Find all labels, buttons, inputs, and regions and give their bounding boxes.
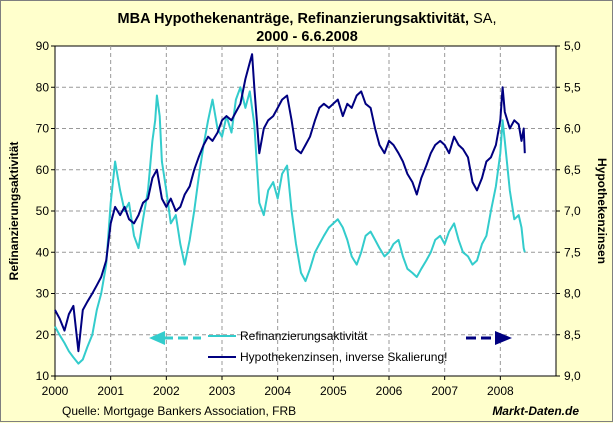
- x-tick-label: 2000: [42, 384, 69, 398]
- x-tick-label: 2004: [264, 384, 291, 398]
- legend-label-zinsen: Hypothekenzinsen, inverse Skalierung!: [240, 350, 447, 364]
- left-axis-arrow-icon: [149, 331, 201, 345]
- y-right-tick-label: 8,0: [564, 287, 581, 301]
- y-right-tick-label: 5,5: [564, 80, 581, 94]
- source-note: Quelle: Mortgage Bankers Association, FR…: [62, 404, 296, 418]
- y-left-tick-label: 50: [36, 204, 50, 218]
- series-line-refinanzierung: [54, 86, 526, 365]
- y-right-tick-label: 7,0: [564, 204, 581, 218]
- y-left-axis-title: Refinanzierungsaktivität: [7, 142, 21, 281]
- y-left-tick-label: 20: [36, 328, 50, 342]
- y-left-tick-label: 30: [36, 287, 50, 301]
- legend: Refinanzierungsaktivität Hypothekenzinse…: [149, 329, 512, 364]
- x-axis-ticks: 2000 2001 2002 2003 2004 2005 2006 2007 2008: [42, 376, 514, 398]
- series-layer: [54, 53, 526, 365]
- chart-subtitle: 2000 - 6.6.2008: [256, 29, 358, 45]
- y-left-tick-label: 40: [36, 245, 50, 259]
- chart-title-light: SA,: [473, 11, 496, 27]
- y-left-tick-label: 70: [36, 122, 50, 136]
- y-right-axis-title: Hypothekenzinsen: [595, 158, 609, 264]
- x-tick-label: 2006: [376, 384, 403, 398]
- right-axis-arrow-icon: [466, 331, 512, 345]
- x-tick-label: 2005: [320, 384, 347, 398]
- y-right-tick-label: 9,0: [564, 369, 581, 383]
- grid: [55, 46, 556, 376]
- y-left-tick-label: 10: [36, 369, 50, 383]
- y-left-tick-label: 80: [36, 80, 50, 94]
- series-line-zinsen: [54, 53, 526, 353]
- chart-title-bold: MBA Hypothekenanträge, Refinanzierungsak…: [118, 11, 470, 27]
- y-right-tick-label: 6,5: [564, 163, 581, 177]
- chart-title: MBA Hypothekenanträge, Refinanzierungsak…: [118, 11, 497, 27]
- y-right-tick-label: 7,5: [564, 245, 581, 259]
- x-tick-label: 2001: [97, 384, 124, 398]
- x-tick-label: 2008: [487, 384, 514, 398]
- y-right-tick-label: 6,0: [564, 122, 581, 136]
- y-right-tick-label: 5,0: [564, 39, 581, 53]
- x-tick-label: 2007: [431, 384, 458, 398]
- y-left-tick-label: 90: [36, 39, 50, 53]
- brand-label: Markt-Daten.de: [492, 404, 579, 418]
- y-right-tick-label: 8,5: [564, 328, 581, 342]
- legend-label-refinanzierung: Refinanzierungsaktivität: [240, 329, 368, 343]
- x-tick-label: 2002: [153, 384, 180, 398]
- x-tick-label: 2003: [209, 384, 236, 398]
- y-left-tick-label: 60: [36, 163, 50, 177]
- y-left-axis-ticks: 10 20 30 40 50 60 70 80 90: [36, 39, 55, 383]
- y-right-axis-ticks: 9,0 8,5 8,0 7,5 7,0 6,5 6,0 5,5 5,0: [556, 39, 581, 383]
- plot-area: [54, 45, 557, 377]
